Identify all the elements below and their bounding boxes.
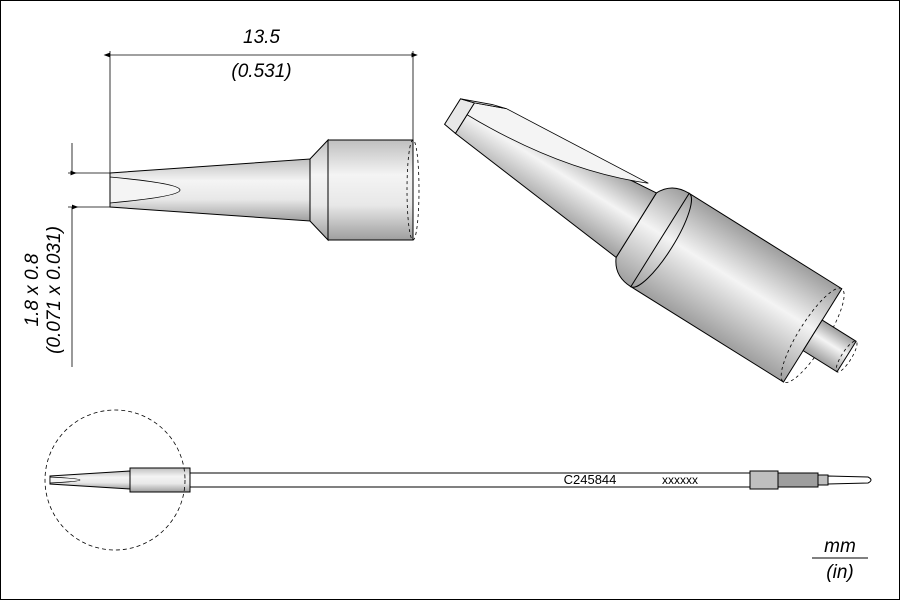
dim-tip-mm: 1.8 x 0.8 bbox=[22, 253, 43, 326]
dim-length-mm: 13.5 bbox=[243, 27, 280, 48]
dim-tip-in: (0.071 x 0.031) bbox=[44, 226, 65, 354]
part-number: C245844 bbox=[564, 472, 617, 487]
part-number-aux: xxxxxx bbox=[662, 473, 698, 487]
units-mm: mm bbox=[824, 536, 856, 557]
iso-view bbox=[424, 64, 880, 406]
side-view bbox=[110, 140, 419, 240]
units-in: (in) bbox=[826, 562, 853, 583]
dim-length-in: (0.531) bbox=[231, 61, 291, 82]
full-view: C245844 xxxxxx bbox=[50, 468, 871, 492]
